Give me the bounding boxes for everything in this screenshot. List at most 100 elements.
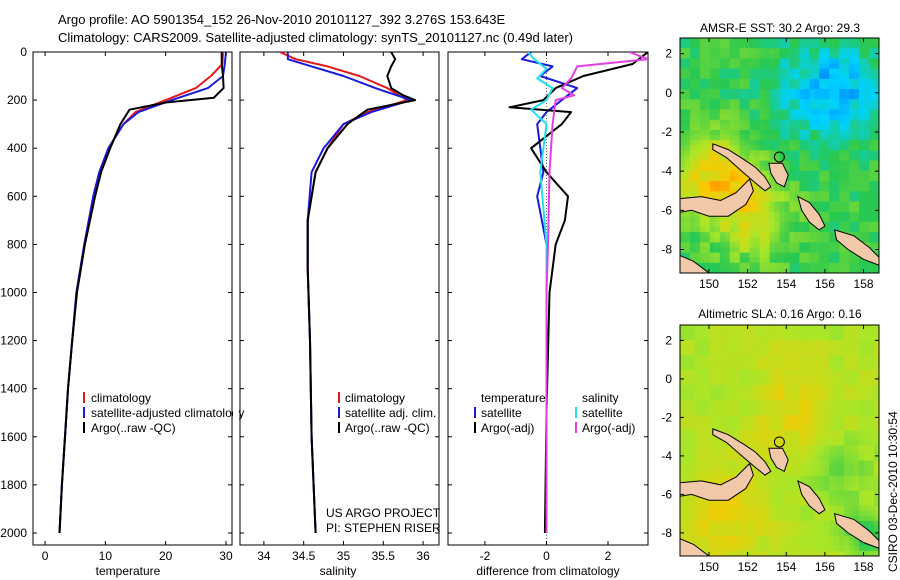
figure-title-line2: Climatology: CARS2009. Satellite-adjuste… xyxy=(58,30,573,45)
legend-label-temp-argo: Argo(-adj) xyxy=(481,421,534,435)
x-tick-label: -2 xyxy=(480,549,491,563)
map-lat-label: -8 xyxy=(661,526,672,540)
map-lon-label: 152 xyxy=(738,560,758,574)
x-tick-label: 34 xyxy=(257,549,271,563)
difference-legend-temperature: temperature satellite Argo(-adj) xyxy=(474,391,546,435)
salinity-xlabel: salinity xyxy=(320,564,357,578)
coastline-island xyxy=(797,195,826,231)
difference-series-salinity-argo-adj xyxy=(545,52,648,533)
map-lat-label: 2 xyxy=(665,333,672,347)
depth-tick-label: 1000 xyxy=(0,285,27,299)
coastline-island xyxy=(712,428,772,476)
temperature-panel-frame xyxy=(32,51,233,546)
coastline-island xyxy=(680,178,754,217)
x-tick-label: 35 xyxy=(337,549,351,563)
temperature-legend: climatology satellite-adjusted climatolo… xyxy=(83,391,244,435)
sst-map-field xyxy=(680,38,879,273)
map-lon-label: 154 xyxy=(776,560,796,574)
x-tick-label: 36 xyxy=(416,549,430,563)
coastline-island xyxy=(768,447,789,473)
legend-label-satellite: satellite-adjusted climatology xyxy=(91,406,244,420)
x-tick-label: 34.5 xyxy=(292,549,316,563)
x-tick-label: 30 xyxy=(219,549,233,563)
x-tick-label: 20 xyxy=(159,549,173,563)
temperature-series-satellite-adjusted-climatology xyxy=(58,52,227,534)
depth-tick-label: 1200 xyxy=(0,334,27,348)
argo-float-location-marker xyxy=(773,151,785,163)
x-tick-label: 35.5 xyxy=(372,549,396,563)
map-lat-label: 0 xyxy=(665,372,672,386)
map-lon-label: 150 xyxy=(699,277,719,291)
coastline-island xyxy=(768,162,789,188)
map-lon-label: 158 xyxy=(854,560,874,574)
coastline-island xyxy=(833,229,879,266)
argo-float-location-marker xyxy=(773,436,785,448)
depth-tick-label: 2000 xyxy=(0,526,27,540)
map-lat-label: -6 xyxy=(661,487,672,501)
coastline-island xyxy=(680,462,754,501)
map-lat-label: -4 xyxy=(661,164,672,178)
coastline-island xyxy=(833,512,879,549)
sla-map-title: Altimetric SLA: 0.16 Argo: 0.16 xyxy=(698,307,862,321)
depth-tick-label: 1400 xyxy=(0,382,27,396)
depth-tick-label: 800 xyxy=(7,237,27,251)
coastline-island xyxy=(712,143,772,192)
sla-map-field xyxy=(680,325,879,556)
map-lon-label: 154 xyxy=(776,277,796,291)
map-lat-label: 2 xyxy=(665,47,672,61)
temperature-series-argo-raw-qc xyxy=(58,52,225,534)
map-lon-label: 156 xyxy=(815,277,835,291)
map-lat-label: -6 xyxy=(661,203,672,217)
project-annotation-line1: US ARGO PROJECT xyxy=(326,506,441,520)
project-annotation-line2: PI: STEPHEN RISER xyxy=(326,521,441,535)
depth-tick-label: 600 xyxy=(7,189,27,203)
depth-tick-label: 0 xyxy=(20,45,27,59)
sla-map-frame xyxy=(679,324,880,557)
map-lat-label: -2 xyxy=(661,410,672,424)
x-tick-label: 2 xyxy=(605,549,612,563)
difference-xlabel: difference from climatology xyxy=(476,564,619,578)
figure-title-line1: Argo profile: AO 5901354_152 26-Nov-2010… xyxy=(58,12,506,27)
temperature-series-climatology xyxy=(58,52,224,534)
legend-label-argo: Argo(..raw -QC) xyxy=(91,421,176,435)
map-lon-label: 158 xyxy=(854,277,874,291)
difference-legend-salinity: salinity satellite Argo(-adj) xyxy=(575,391,635,435)
temperature-xlabel: temperature xyxy=(96,564,161,578)
legend-label-satellite: satellite adj. clim. xyxy=(345,406,436,420)
legend-label-temp-satellite: satellite xyxy=(481,406,522,420)
legend-label-argo: Argo(..raw -QC) xyxy=(345,421,430,435)
x-tick-label: 10 xyxy=(99,549,113,563)
legend-label-climatology: climatology xyxy=(91,391,151,405)
depth-tick-label: 1800 xyxy=(0,478,27,492)
depth-tick-label: 400 xyxy=(7,141,27,155)
map-lon-label: 156 xyxy=(815,560,835,574)
map-lat-label: -4 xyxy=(661,449,672,463)
legend-label-sal-argo: Argo(-adj) xyxy=(582,421,635,435)
salinity-series-satellite-adj-clim xyxy=(286,52,413,534)
map-lon-label: 150 xyxy=(699,560,719,574)
map-lat-label: -2 xyxy=(661,125,672,139)
salinity-series-argo-raw-qc xyxy=(306,52,417,534)
depth-tick-label: 1600 xyxy=(0,430,27,444)
legend-title-salinity: salinity xyxy=(582,391,619,405)
depth-tick-label: 200 xyxy=(7,93,27,107)
csiro-timestamp: CSIRO 03-Dec-2010 10:30:54 xyxy=(886,411,900,572)
sst-map-frame xyxy=(679,37,880,274)
difference-series-temperature-argo-adj xyxy=(508,52,648,534)
legend-label-climatology: climatology xyxy=(345,391,405,405)
coastline-island xyxy=(680,254,710,273)
x-tick-label: 0 xyxy=(543,549,550,563)
coastline-island xyxy=(680,538,710,556)
difference-panel-frame xyxy=(447,51,649,546)
map-lat-label: 0 xyxy=(665,86,672,100)
map-lat-label: -8 xyxy=(661,243,672,257)
salinity-panel-frame xyxy=(239,51,440,546)
legend-title-temperature: temperature xyxy=(481,391,546,405)
sst-map-title: AMSR-E SST: 30.2 Argo: 29.3 xyxy=(700,21,860,35)
salinity-legend: climatology satellite adj. clim. Argo(..… xyxy=(338,391,436,435)
coastline-island xyxy=(797,479,826,515)
map-lon-label: 152 xyxy=(738,277,758,291)
x-tick-label: 0 xyxy=(42,549,49,563)
legend-label-sal-satellite: satellite xyxy=(582,406,623,420)
